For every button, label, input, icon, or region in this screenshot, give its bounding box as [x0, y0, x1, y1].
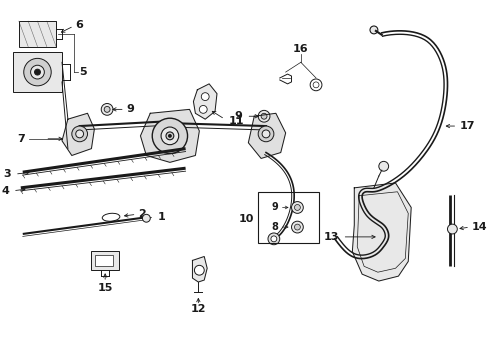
Text: 5: 5: [80, 67, 87, 77]
Circle shape: [201, 93, 209, 100]
Text: 14: 14: [471, 222, 487, 232]
Circle shape: [165, 132, 173, 140]
Circle shape: [262, 130, 269, 138]
Circle shape: [258, 126, 273, 142]
Text: 11: 11: [228, 116, 244, 126]
Circle shape: [24, 58, 51, 86]
Polygon shape: [192, 257, 207, 282]
Circle shape: [294, 204, 300, 210]
Text: 1: 1: [158, 212, 165, 222]
Circle shape: [267, 233, 279, 245]
Text: 9: 9: [126, 104, 134, 114]
Text: 13: 13: [323, 232, 338, 242]
Text: 16: 16: [292, 44, 308, 54]
Circle shape: [142, 214, 150, 222]
Circle shape: [161, 127, 178, 145]
Text: 12: 12: [190, 305, 205, 315]
Bar: [258, 192, 318, 243]
Circle shape: [76, 130, 83, 138]
Text: 10: 10: [239, 214, 254, 224]
Bar: [95, 255, 113, 266]
Polygon shape: [140, 109, 199, 162]
Text: 2: 2: [138, 209, 146, 219]
Circle shape: [447, 224, 456, 234]
Text: 3: 3: [3, 169, 11, 179]
Circle shape: [291, 221, 303, 233]
Circle shape: [104, 107, 110, 112]
Bar: [19, 21, 56, 46]
Circle shape: [101, 103, 113, 115]
Text: 15: 15: [97, 283, 113, 293]
Circle shape: [35, 69, 41, 75]
Text: 7: 7: [17, 134, 25, 144]
Text: 8: 8: [270, 222, 277, 232]
Circle shape: [261, 113, 266, 119]
Circle shape: [194, 265, 204, 275]
Circle shape: [291, 202, 303, 213]
Circle shape: [270, 236, 276, 242]
Text: 9: 9: [270, 202, 277, 212]
Text: 17: 17: [458, 121, 474, 131]
Text: 6: 6: [76, 20, 83, 30]
Circle shape: [294, 224, 300, 230]
Text: 9: 9: [234, 111, 242, 121]
Circle shape: [378, 161, 388, 171]
Circle shape: [72, 126, 87, 142]
Polygon shape: [193, 84, 217, 119]
Circle shape: [369, 26, 377, 34]
Circle shape: [31, 65, 44, 79]
Circle shape: [199, 105, 207, 113]
Bar: [13, 53, 62, 92]
Circle shape: [168, 134, 171, 137]
Circle shape: [258, 111, 269, 122]
Polygon shape: [62, 113, 94, 156]
Circle shape: [152, 118, 187, 153]
Polygon shape: [248, 113, 285, 158]
Polygon shape: [352, 183, 410, 281]
Bar: [91, 251, 119, 270]
Text: 4: 4: [1, 186, 9, 196]
